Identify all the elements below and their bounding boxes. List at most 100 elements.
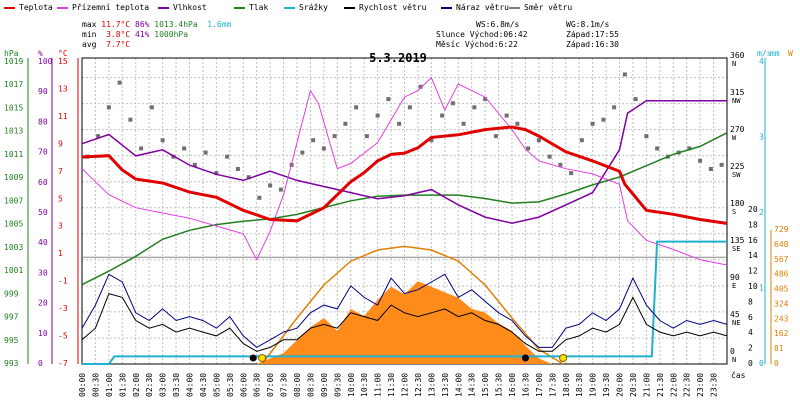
- wind-speed-tick: 2: [748, 344, 753, 353]
- solar-tick: 486: [774, 270, 789, 279]
- x-tick-label: 20:00: [616, 373, 625, 397]
- wind-speed-tick: 12: [748, 267, 758, 276]
- rain-tick: 4: [759, 57, 764, 66]
- x-tick-label: 21:30: [656, 373, 665, 397]
- wind-dir-label: N: [732, 60, 736, 68]
- rain-tick: 1: [759, 284, 764, 293]
- y-tick-label: 30: [38, 268, 48, 277]
- x-tick-label: 18:30: [575, 373, 584, 397]
- wind-dir-point: [547, 154, 552, 159]
- wind-dir-tick: 180: [730, 199, 745, 208]
- wind-dir-point: [117, 80, 122, 85]
- solar-tick: 81: [774, 344, 784, 353]
- y-tick-label: 1019: [4, 57, 23, 66]
- wind-dir-point: [440, 113, 445, 118]
- wind-dir-point: [536, 138, 541, 143]
- y-axis-label-solar: W: [788, 49, 793, 58]
- wind-dir-tick: 225: [730, 162, 745, 171]
- wind-dir-point: [526, 146, 531, 151]
- wind-dir-point: [364, 134, 369, 139]
- solar-tick: 648: [774, 240, 789, 249]
- stats-max-rain: 1.6mm: [207, 20, 232, 29]
- y-tick-label: 1003: [4, 243, 23, 252]
- y-tick-label: 1017: [4, 80, 23, 89]
- wind-dir-point: [182, 146, 187, 151]
- stats-avg: avg 7.7°C: [82, 40, 130, 49]
- y-tick-label: 20: [38, 299, 48, 308]
- wind-dir-point: [343, 121, 348, 126]
- y-axis-label-humidity: %: [38, 49, 43, 58]
- wind-speed-tick: 10: [748, 282, 758, 291]
- wind-dir-point: [429, 138, 434, 143]
- y-tick-label: 60: [38, 178, 48, 187]
- y-tick-label: 993: [4, 359, 19, 368]
- sun-set: Západ:17:55: [566, 30, 619, 39]
- x-tick-label: 07:30: [280, 373, 289, 397]
- wind-ws: WS:6.8m/s: [476, 20, 520, 29]
- legend-swatch: [441, 6, 452, 9]
- wind-dir-point: [139, 146, 144, 151]
- stats-max-hum: 86%: [135, 20, 150, 29]
- x-tick-label: 11:00: [374, 373, 383, 397]
- legend-swatch: [4, 6, 15, 9]
- wind-dir-point: [354, 105, 359, 110]
- wind-dir-point: [590, 121, 595, 126]
- wind-speed-tick: 8: [748, 297, 753, 306]
- wind-dir-point: [225, 154, 230, 159]
- legend-label: Srážky: [299, 3, 328, 12]
- x-tick-label: 21:00: [642, 373, 651, 397]
- solar-area: [82, 281, 727, 364]
- wind-dir-point: [493, 134, 498, 139]
- y-tick-label: 1015: [4, 103, 23, 112]
- x-tick-label: 06:30: [253, 373, 262, 397]
- x-tick-label: 08:30: [306, 373, 315, 397]
- legend-swatch: [57, 6, 68, 9]
- y-axis-label-rain: mm: [770, 49, 780, 58]
- wind-dir-tick: 360: [730, 51, 745, 60]
- wind-dir-point: [504, 113, 509, 118]
- x-tick-label: 23:00: [696, 373, 705, 397]
- wind-dir-point: [687, 146, 692, 151]
- x-tick-label: 13:30: [441, 373, 450, 397]
- wind-dir-point: [418, 84, 423, 89]
- wind-dir-tick: 90: [730, 273, 740, 282]
- legend-label: Směr větru: [524, 3, 573, 12]
- wind-dir-tick: 135: [730, 236, 745, 245]
- y-tick-label: 1001: [4, 266, 23, 275]
- wind-dir-point: [633, 97, 638, 102]
- y-tick-label: 80: [38, 117, 48, 126]
- x-tick-label: 05:30: [226, 373, 235, 397]
- wind-dir-point: [257, 195, 262, 200]
- solar-tick: 243: [774, 314, 789, 323]
- stats-avg-temp: 7.7°C: [106, 40, 131, 49]
- wind-dir-label: S: [732, 208, 736, 216]
- series-humidity: [81, 100, 727, 224]
- y-axis-label-temp: °C: [58, 49, 68, 58]
- wind-dir-point: [96, 134, 101, 139]
- y-tick-label: -3: [58, 304, 68, 313]
- x-tick-label: 09:30: [333, 373, 342, 397]
- wind-dir-point: [622, 72, 627, 77]
- solar-tick: 162: [774, 329, 789, 338]
- series-wind-gust: [81, 273, 728, 349]
- x-tick-label: 03:00: [159, 373, 168, 397]
- x-tick-label: 01:30: [118, 373, 127, 397]
- x-tick-label: 10:30: [360, 373, 369, 397]
- stats-avg-label: avg: [82, 40, 97, 49]
- wind-dir-point: [106, 105, 111, 110]
- rain-tick: 3: [759, 133, 764, 142]
- moon-set: Západ:16:30: [566, 40, 619, 49]
- x-tick-label: 02:00: [132, 373, 141, 397]
- x-tick-label: 15:30: [495, 373, 504, 397]
- wind-dir-point: [719, 162, 724, 167]
- legend-label: Vlhkost: [173, 3, 207, 12]
- solar-tick: 567: [774, 255, 789, 264]
- wind-speed-tick: 20: [748, 205, 758, 214]
- wind-dir-point: [386, 97, 391, 102]
- x-tick-label: 16:00: [508, 373, 517, 397]
- solar-tick: 0: [774, 359, 779, 368]
- moonrise-marker: [249, 354, 257, 362]
- wind-dir-point: [332, 134, 337, 139]
- wind-dir-point: [601, 117, 606, 122]
- x-tick-label: 12:00: [401, 373, 410, 397]
